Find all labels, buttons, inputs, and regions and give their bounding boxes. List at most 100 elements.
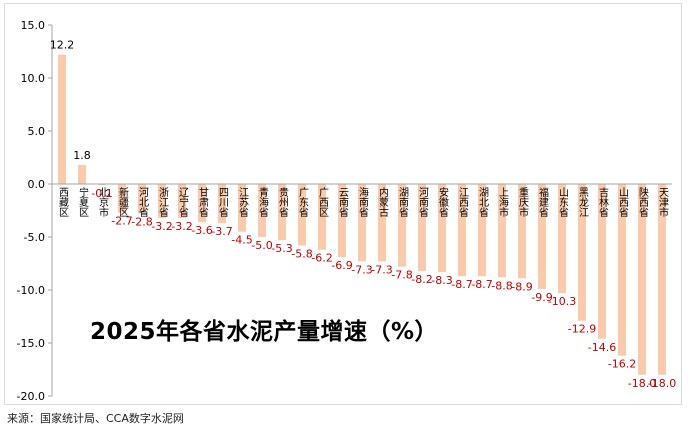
bar: [78, 164, 86, 184]
value-label: -4.5: [231, 234, 252, 247]
category-label: 云南省: [337, 187, 349, 218]
bar: [438, 184, 446, 272]
bar: [138, 184, 146, 214]
category-label: 河北省: [137, 187, 149, 218]
category-label: 上海市: [497, 187, 509, 218]
value-label: -8.9: [511, 280, 532, 293]
bar: [478, 184, 486, 277]
category-label: 吉林省: [597, 187, 609, 218]
category-label: 安徽省: [437, 186, 449, 218]
category-label: 内蒙古: [377, 186, 389, 218]
value-label: 1.8: [73, 149, 91, 162]
y-tick-label: 10.0: [21, 72, 46, 85]
value-label: -8.8: [491, 279, 512, 292]
y-tick-label: -20.0: [17, 390, 45, 403]
category-label: 四川省: [217, 187, 229, 218]
bar: [158, 184, 166, 218]
category-label: 重庆市: [517, 186, 529, 218]
value-label: -8.3: [431, 274, 452, 287]
bar: [318, 184, 326, 250]
bar: [398, 184, 406, 267]
category-label: 黑龙江: [577, 187, 589, 217]
bar: [538, 184, 546, 289]
category-label: 北京市: [97, 187, 109, 218]
y-tick-label: 15.0: [21, 19, 46, 32]
value-label: -5.8: [291, 247, 312, 260]
y-tick-label: 0.0: [28, 178, 46, 191]
bar: [58, 54, 66, 185]
value-label: -9.9: [531, 291, 552, 304]
bar: [98, 184, 106, 186]
y-tick-label: -5.0: [24, 231, 45, 244]
bar: [558, 184, 566, 294]
value-label: -2.8: [131, 216, 152, 229]
y-tick-label: -10.0: [17, 284, 45, 297]
y-tick-label: 5.0: [28, 125, 46, 138]
category-label: 江苏省: [237, 187, 249, 218]
value-label: -3.2: [171, 220, 192, 233]
bar: [378, 184, 386, 262]
bar: [418, 184, 426, 271]
value-label: -10.3: [548, 295, 576, 308]
category-label: 天津市: [657, 187, 669, 218]
value-label: -7.8: [391, 269, 412, 282]
bar: [198, 184, 206, 223]
category-label: 山东省: [557, 187, 569, 218]
value-label: -7.3: [351, 263, 372, 276]
bar: [358, 184, 366, 262]
value-label: 12.2: [50, 39, 75, 52]
category-label: 青海省: [257, 186, 269, 218]
value-label: -3.7: [211, 225, 232, 238]
value-label: -6.2: [311, 252, 332, 265]
category-label: 宁夏区: [77, 186, 89, 217]
bar-chart: 15.0 10.0 5.0 0.0 -5.0 -10.0 -15.0 -20.0 西藏区 12.2…: [17, 19, 677, 403]
bar: [238, 184, 246, 232]
value-label: -18.0: [648, 377, 676, 390]
bar: [498, 184, 506, 278]
category-label: 广西区: [317, 187, 329, 217]
bar: [118, 184, 126, 213]
value-label: -0.1: [91, 187, 112, 200]
bar: [258, 184, 266, 237]
bar: [298, 184, 306, 246]
category-label: 陕西省: [637, 186, 649, 218]
bar: [278, 184, 286, 241]
bar: [518, 184, 526, 279]
category-label: 湖南省: [397, 187, 409, 218]
source-note: 来源：国家统计局、CCA数字水泥网: [7, 412, 184, 425]
category-label: 西藏区: [57, 187, 69, 217]
category-label: 福建省: [537, 186, 549, 218]
value-label: -5.0: [251, 239, 272, 252]
category-label: 广东省: [297, 187, 309, 218]
category-label: 海南省: [357, 186, 369, 218]
value-label: -7.3: [371, 263, 392, 276]
category-label: 河南省: [417, 187, 429, 218]
value-label: -8.7: [471, 278, 492, 291]
chart-title: 2025年各省水泥产量增速（%）: [90, 319, 439, 345]
bar: [618, 184, 626, 356]
category-label: 浙江省: [157, 187, 169, 218]
bar: [598, 184, 606, 339]
value-label: -16.2: [608, 358, 636, 371]
value-label: -2.7: [111, 215, 132, 228]
category-label: 辽宁省: [177, 187, 189, 218]
value-label: -8.7: [451, 278, 472, 291]
bar: [178, 184, 186, 218]
value-label: -5.3: [271, 242, 292, 255]
category-label: 贵州省: [277, 186, 289, 218]
category-label: 新疆区: [117, 186, 129, 217]
bar: [638, 184, 646, 375]
value-label: -14.6: [588, 341, 616, 354]
bar: [578, 184, 586, 321]
value-label: -12.9: [568, 323, 596, 336]
category-label: 江西省: [457, 187, 469, 218]
value-label: -3.2: [151, 220, 172, 233]
bar: [658, 184, 666, 375]
category-label: 甘肃省: [197, 186, 209, 218]
value-label: -18.0: [628, 377, 656, 390]
value-label: -3.6: [191, 224, 212, 237]
y-tick-label: -15.0: [17, 337, 45, 350]
bar: [218, 184, 226, 224]
bar: [458, 184, 466, 277]
category-label: 山西省: [617, 187, 629, 218]
